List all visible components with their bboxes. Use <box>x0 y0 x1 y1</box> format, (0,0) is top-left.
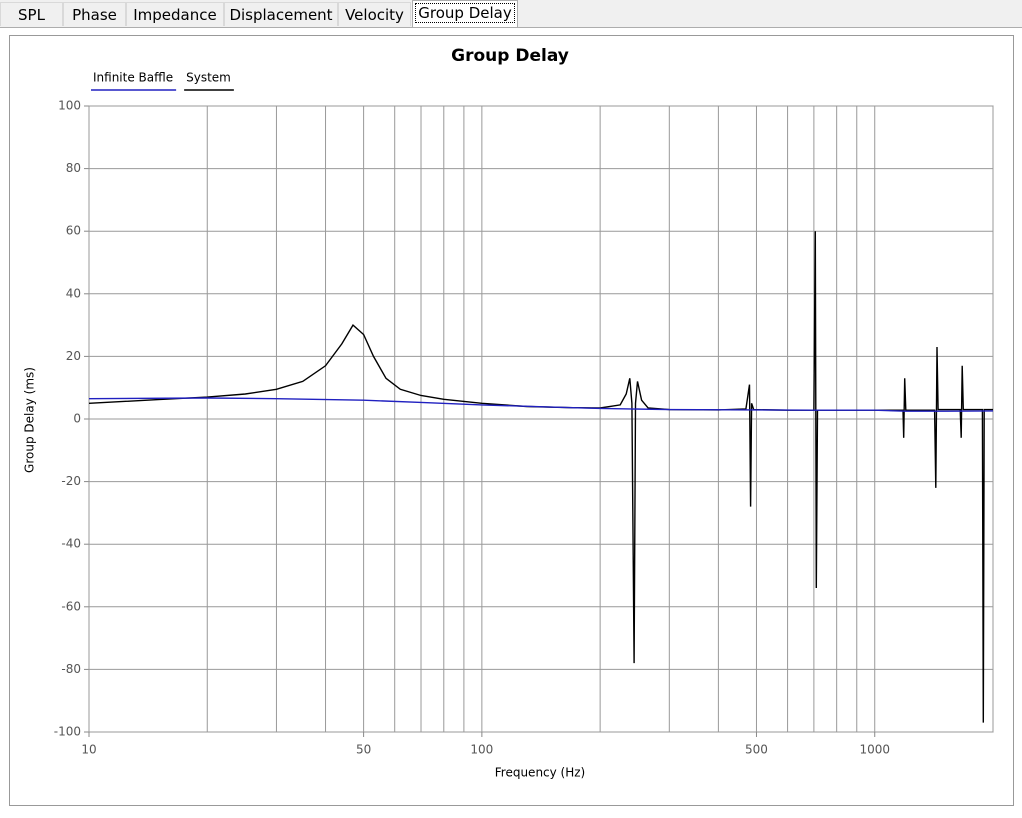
tab[interactable]: Displacement <box>224 2 338 26</box>
tab-label: SPL <box>18 6 45 24</box>
tab[interactable]: SPL <box>0 2 63 26</box>
y-tick-label: -80 <box>61 662 81 676</box>
x-tick-label: 10 <box>81 743 96 757</box>
y-tick-label: 0 <box>73 412 81 426</box>
tab-label: Group Delay <box>415 3 515 23</box>
tab-label: Impedance <box>133 6 217 24</box>
y-tick-label: 100 <box>58 99 81 113</box>
x-tick-label: 100 <box>470 743 493 757</box>
series-line <box>88 397 994 412</box>
y-tick-label: -100 <box>54 725 81 739</box>
y-axis-label: Group Delay (ms) <box>23 367 37 473</box>
y-tick-label: -20 <box>61 474 81 488</box>
x-tick-label: 1000 <box>859 743 890 757</box>
tab-label: Displacement <box>229 6 333 24</box>
tab[interactable]: Velocity <box>338 2 411 26</box>
x-tick-label: 50 <box>356 743 371 757</box>
x-tick-label: 500 <box>745 743 768 757</box>
x-axis-label: Frequency (Hz) <box>495 766 586 780</box>
tab[interactable]: Phase <box>63 2 126 26</box>
legend-label: System <box>186 71 231 85</box>
y-tick-label: 20 <box>66 349 81 363</box>
y-tick-label: -40 <box>61 537 81 551</box>
chart-title: Group Delay <box>451 46 569 66</box>
tab-bar: SPL Phase Impedance Displacement Velocity Gro… <box>0 0 1022 28</box>
tab[interactable]: Impedance <box>126 2 224 26</box>
y-tick-label: 40 <box>66 286 81 300</box>
y-tick-label: 80 <box>66 161 81 175</box>
legend-label: Infinite Baffle <box>93 71 173 85</box>
tab[interactable]: Group Delay <box>412 0 518 28</box>
tab-label: Phase <box>72 6 117 24</box>
y-tick-label: -60 <box>61 599 81 613</box>
y-tick-label: 60 <box>66 224 81 238</box>
tab-label: Velocity <box>345 6 404 24</box>
